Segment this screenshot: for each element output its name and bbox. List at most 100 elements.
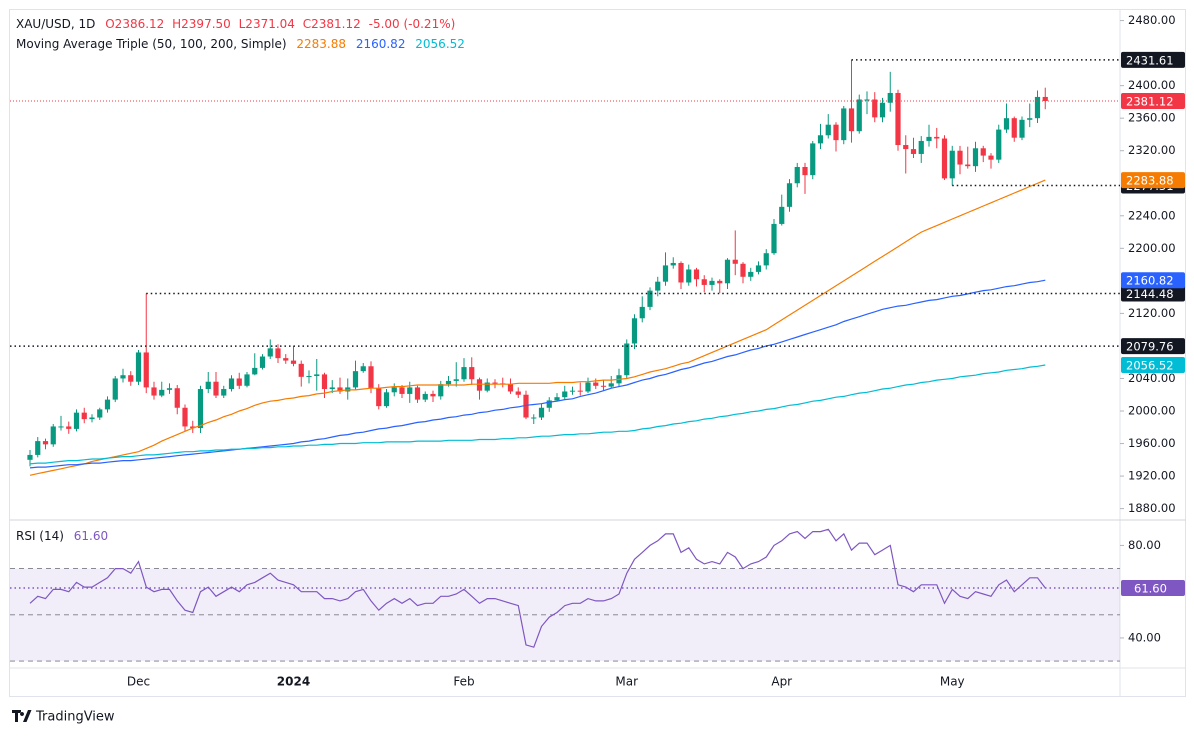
candle-body bbox=[391, 387, 397, 393]
y-tick-label: 2240.00 bbox=[1128, 208, 1176, 222]
open-text: O2386.12 bbox=[105, 17, 164, 31]
candle-body bbox=[593, 382, 599, 386]
x-tick-label: Mar bbox=[615, 675, 638, 689]
candle-body bbox=[724, 259, 731, 284]
x-tick-label: 2024 bbox=[277, 675, 310, 689]
candle-body bbox=[120, 375, 126, 379]
ma100-value: 2160.82 bbox=[356, 37, 406, 51]
candle-body bbox=[453, 379, 459, 381]
y-tick-label: 2000.00 bbox=[1128, 404, 1176, 418]
price-tag-label: 2056.52 bbox=[1126, 359, 1174, 373]
frame bbox=[9, 9, 1186, 697]
candle-body bbox=[531, 417, 537, 419]
candle-body bbox=[585, 382, 591, 392]
candle-body bbox=[50, 426, 56, 445]
candle-body bbox=[27, 454, 33, 460]
candle-body bbox=[903, 145, 909, 150]
candle-body bbox=[190, 426, 196, 429]
candle-body bbox=[910, 149, 917, 154]
candle-body bbox=[445, 380, 452, 385]
candle-body bbox=[957, 150, 963, 165]
candle-body bbox=[484, 382, 490, 391]
candle-body bbox=[197, 389, 204, 429]
price-tag bbox=[1121, 338, 1185, 355]
candle-body bbox=[306, 376, 312, 378]
candle-body bbox=[275, 348, 281, 359]
candle-body bbox=[980, 148, 986, 156]
x-tick-label: Apr bbox=[771, 675, 792, 689]
candle-body bbox=[507, 384, 514, 392]
y-tick-label: 2200.00 bbox=[1128, 241, 1176, 255]
candle-body bbox=[848, 108, 855, 132]
price-tag-label: 2144.48 bbox=[1126, 287, 1174, 301]
candle-body bbox=[143, 352, 149, 388]
y-tick-label: 1920.00 bbox=[1128, 469, 1176, 483]
candle-body bbox=[748, 271, 754, 277]
candle-body bbox=[965, 164, 971, 167]
moving-average bbox=[29, 364, 1046, 465]
candle-body bbox=[887, 92, 893, 103]
rsi-line bbox=[29, 528, 1046, 648]
y-tick-label: 2480.00 bbox=[1128, 13, 1176, 27]
candle-body bbox=[159, 389, 165, 396]
candle-body bbox=[701, 279, 707, 285]
low-text: L2371.04 bbox=[239, 17, 295, 31]
price-tag bbox=[1121, 51, 1185, 68]
candle-body bbox=[941, 138, 948, 179]
symbol: XAU/USD, 1D bbox=[16, 17, 95, 31]
candle-body bbox=[492, 382, 498, 384]
candle-body bbox=[732, 259, 738, 264]
candle-body bbox=[267, 348, 273, 357]
rsi-tag-label: 61.60 bbox=[1134, 581, 1167, 595]
y-tick-label: 2040.00 bbox=[1128, 371, 1176, 385]
candle-body bbox=[407, 387, 413, 394]
candle-body bbox=[655, 281, 661, 291]
ma200-value: 2056.52 bbox=[415, 37, 465, 51]
candle-body bbox=[996, 129, 1002, 160]
candle-body bbox=[779, 206, 785, 224]
candle-body bbox=[872, 99, 878, 118]
candle-body bbox=[352, 371, 359, 388]
candle-body bbox=[662, 265, 669, 282]
moving-average bbox=[29, 179, 1046, 476]
candle-body bbox=[298, 363, 304, 377]
y-tick-label: 40.00 bbox=[1128, 630, 1161, 644]
candle-body bbox=[89, 417, 95, 420]
candle-body bbox=[314, 374, 320, 377]
candle-body bbox=[693, 269, 700, 280]
candle-body bbox=[833, 124, 839, 141]
y-tick-label: 80.00 bbox=[1128, 538, 1161, 552]
price-tag bbox=[1121, 285, 1185, 302]
logo-text: TradingView bbox=[35, 710, 115, 725]
plot: 2480.00 2400.00 2360.00 2320.00 2240.00 2200.… bbox=[10, 13, 1176, 689]
candle-body bbox=[717, 280, 723, 284]
y-tick-label: 2400.00 bbox=[1128, 78, 1176, 92]
candle-body bbox=[686, 269, 692, 283]
candle-body bbox=[1042, 96, 1048, 102]
candle-body bbox=[112, 378, 118, 400]
price-tag-label: 2431.61 bbox=[1126, 53, 1174, 67]
price-tag-label: 2381.12 bbox=[1126, 95, 1174, 109]
candle-body bbox=[414, 387, 421, 400]
candle-body bbox=[546, 400, 552, 408]
candle-body bbox=[786, 183, 793, 207]
candle-body bbox=[42, 441, 49, 445]
y-tick-label: 2360.00 bbox=[1128, 111, 1176, 125]
indicator-legend: Moving Average Triple (50, 100, 200, Sim… bbox=[16, 37, 465, 51]
candle-body bbox=[918, 140, 924, 154]
candle-body bbox=[817, 135, 824, 144]
candle-body bbox=[972, 148, 979, 167]
candle-body bbox=[678, 262, 684, 283]
candle-body bbox=[538, 407, 545, 418]
candle-body bbox=[988, 155, 994, 160]
change-text: -5.00 (-0.21%) bbox=[369, 17, 456, 31]
candle-body bbox=[337, 387, 343, 392]
rsi-value: 61.60 bbox=[74, 529, 108, 543]
price-tag bbox=[1121, 272, 1185, 289]
candle-body bbox=[926, 136, 932, 141]
candle-body bbox=[810, 143, 816, 176]
candle-body bbox=[1019, 119, 1025, 138]
candle-body bbox=[244, 374, 250, 386]
candle-body bbox=[469, 367, 475, 380]
